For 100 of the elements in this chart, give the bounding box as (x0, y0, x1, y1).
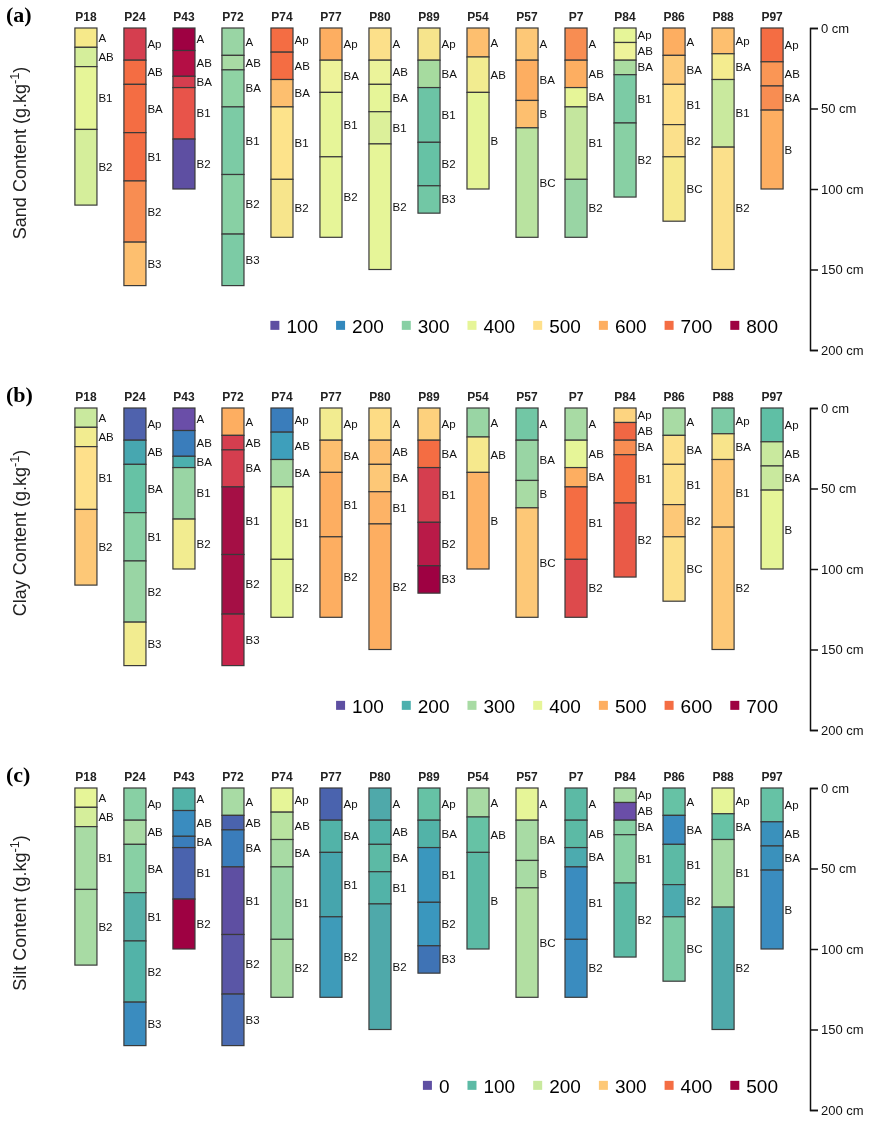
legend-label: 300 (417, 315, 450, 337)
data-label: AB (392, 446, 409, 459)
y-tick-label: 0 cm (821, 400, 850, 416)
data-label: B1 (245, 894, 260, 907)
data-label: B1 (196, 867, 211, 880)
x-tick-label: P89 (418, 390, 440, 404)
data-label: B1 (686, 858, 701, 871)
data-label: B1 (441, 488, 456, 501)
x-tick-label: P89 (418, 770, 440, 784)
data-label: B (539, 108, 548, 121)
data-label: B1 (245, 134, 260, 147)
data-label: B2 (196, 158, 211, 171)
data-label: BA (441, 827, 458, 840)
y-tick-label: 100 cm (821, 181, 864, 197)
data-label: B1 (392, 881, 407, 894)
x-tick-label: P80 (369, 390, 391, 404)
data-label: B1 (735, 487, 750, 500)
data-label: B2 (588, 202, 603, 215)
data-label: B2 (588, 582, 603, 595)
data-label: B1 (441, 108, 456, 121)
data-label: Ap (735, 34, 750, 47)
data-label: AB (637, 425, 654, 438)
x-tick-label: P7 (568, 390, 584, 404)
data-label: A (588, 798, 597, 811)
data-label: B1 (343, 878, 358, 891)
data-label: B2 (98, 541, 113, 554)
data-label: BC (686, 183, 703, 196)
data-label: B1 (392, 501, 407, 514)
data-label: B (490, 514, 499, 527)
legend-label: 100 (286, 315, 319, 337)
data-label: B1 (588, 897, 603, 910)
data-label: A (196, 413, 205, 426)
data-label: B (490, 134, 499, 147)
data-label: B1 (637, 92, 652, 105)
data-label: B3 (245, 253, 260, 266)
data-label: B1 (98, 852, 113, 865)
data-label: BA (343, 450, 360, 463)
data-label: A (539, 38, 548, 51)
legend-label: 700 (746, 695, 778, 717)
data-label: AB (294, 439, 311, 452)
data-label: BA (441, 447, 458, 460)
x-tick-label: P88 (712, 390, 735, 404)
x-tick-label: P24 (124, 390, 146, 404)
legend-label: 100 (352, 695, 384, 717)
data-label: B1 (686, 478, 701, 491)
data-label: BA (147, 482, 164, 495)
data-label: B2 (686, 134, 701, 147)
legend-label: 400 (483, 315, 516, 337)
data-label: Ap (441, 798, 456, 811)
data-label: B2 (686, 514, 701, 527)
x-tick-label: P7 (568, 10, 584, 24)
x-tick-label: P97 (761, 10, 784, 24)
data-label: AB (490, 828, 507, 841)
x-tick-label: P74 (271, 390, 293, 404)
data-label: BA (245, 842, 262, 855)
data-label: B2 (392, 580, 407, 593)
data-label: Ap (147, 418, 162, 431)
data-label: AB (637, 805, 654, 818)
data-label: AB (784, 827, 801, 840)
x-tick-label: P72 (222, 390, 244, 404)
data-label: A (686, 35, 695, 48)
data-label: Ap (343, 418, 358, 431)
x-tick-label: P97 (761, 770, 784, 784)
x-tick-label: P43 (173, 390, 195, 404)
data-label: BA (392, 92, 409, 105)
data-label: B2 (392, 200, 407, 213)
data-label: BA (784, 472, 801, 485)
y-tick-label: 0 cm (821, 20, 850, 36)
legend-label: 700 (680, 315, 713, 337)
x-tick-label: P84 (614, 770, 637, 784)
data-label: BA (539, 834, 556, 847)
data-label: Ap (147, 798, 162, 811)
data-label: BA (294, 467, 311, 480)
data-label: B2 (735, 582, 750, 595)
chart-title: (b) (6, 382, 33, 407)
data-label: B2 (294, 582, 309, 595)
x-tick-label: P88 (712, 770, 735, 784)
data-label: BA (539, 74, 556, 87)
x-tick-label: P57 (516, 10, 539, 24)
data-label: B3 (245, 633, 260, 646)
legend-label: 100 (483, 1075, 516, 1097)
data-label: AB (294, 819, 311, 832)
data-label: AB (392, 826, 409, 839)
y-tick-label: 100 cm (821, 941, 864, 957)
data-label: B2 (441, 538, 456, 551)
data-label: B2 (343, 191, 358, 204)
x-tick-label: P74 (271, 10, 293, 24)
legend-label: 300 (614, 1075, 647, 1097)
data-label: Ap (441, 418, 456, 431)
data-label: B3 (441, 193, 456, 206)
data-label: BA (735, 60, 752, 73)
y-tick-label: 150 cm (821, 642, 864, 658)
data-label: BA (294, 847, 311, 860)
y-tick-label: 50 cm (821, 101, 857, 117)
x-tick-label: P18 (75, 10, 97, 24)
data-label: B2 (343, 951, 358, 964)
legend-label: 500 (614, 695, 647, 717)
data-label: BA (588, 91, 605, 104)
data-label: BA (196, 75, 213, 88)
y-tick-label: 200 cm (821, 1102, 864, 1118)
